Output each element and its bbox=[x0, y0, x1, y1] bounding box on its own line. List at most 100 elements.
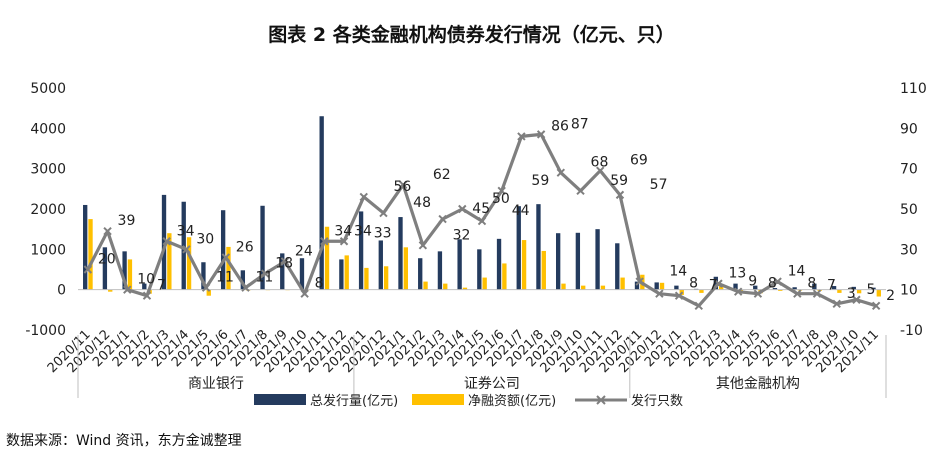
point-issue-count bbox=[655, 289, 664, 298]
left-axis-tick: -1000 bbox=[25, 323, 66, 339]
point-issue-count bbox=[576, 186, 585, 196]
point-issue-count bbox=[871, 301, 881, 311]
data-label-issue-count: 34 bbox=[334, 223, 352, 239]
bar-net-financing bbox=[856, 289, 862, 294]
left-axis-tick: 1000 bbox=[30, 242, 66, 258]
bar-total-issuance bbox=[122, 251, 127, 290]
data-label-issue-count: 8 bbox=[768, 276, 777, 292]
bar-net-financing bbox=[600, 285, 606, 290]
left-axis-tick: 0 bbox=[57, 283, 66, 299]
bar-net-financing bbox=[186, 237, 192, 290]
point-issue-count bbox=[733, 287, 743, 296]
point-issue-count bbox=[832, 299, 841, 308]
point-issue-count bbox=[162, 237, 171, 246]
bar-total-issuance bbox=[280, 253, 285, 290]
data-label-issue-count: 39 bbox=[118, 213, 136, 229]
point-issue-count bbox=[497, 186, 506, 196]
bar-total-issuance bbox=[871, 287, 876, 290]
data-label-issue-count: 62 bbox=[433, 167, 451, 183]
bar-total-issuance bbox=[339, 259, 344, 290]
point-issue-count bbox=[182, 245, 191, 254]
data-label-issue-count: 3 bbox=[847, 286, 856, 302]
data-label-issue-count: 7 bbox=[157, 278, 166, 294]
group-label: 其他金融机构 bbox=[716, 376, 800, 392]
legend-swatch-net-financing bbox=[412, 394, 464, 405]
data-label-issue-count: 14 bbox=[788, 264, 806, 280]
right-axis-tick: 10 bbox=[900, 283, 918, 299]
bar-net-financing bbox=[403, 247, 409, 290]
bar-total-issuance bbox=[555, 233, 561, 290]
bar-net-financing bbox=[324, 226, 330, 290]
bar-total-issuance bbox=[142, 283, 147, 290]
point-issue-count bbox=[615, 190, 625, 200]
point-issue-count bbox=[241, 283, 250, 292]
point-issue-count bbox=[753, 289, 763, 298]
point-issue-count bbox=[398, 180, 408, 190]
bar-total-issuance bbox=[753, 285, 758, 290]
data-label-issue-count: 48 bbox=[413, 195, 431, 211]
bar-net-financing bbox=[521, 240, 527, 290]
data-label-issue-count: 86 bbox=[551, 118, 569, 134]
bar-total-issuance bbox=[812, 283, 817, 290]
point-issue-count bbox=[812, 289, 822, 298]
data-label-issue-count: 18 bbox=[275, 256, 293, 272]
data-label-issue-count: 5 bbox=[866, 282, 875, 298]
point-issue-count bbox=[852, 295, 861, 304]
bar-net-financing bbox=[383, 266, 389, 290]
bar-total-issuance bbox=[437, 251, 443, 290]
bar-net-financing bbox=[127, 259, 133, 290]
bar-net-financing bbox=[364, 267, 369, 290]
bar-net-financing bbox=[699, 289, 704, 293]
data-label-issue-count: 44 bbox=[512, 203, 530, 219]
point-issue-count bbox=[261, 269, 270, 278]
data-label-issue-count: 32 bbox=[453, 227, 471, 243]
bar-total-issuance bbox=[536, 204, 541, 290]
bar-total-issuance bbox=[201, 262, 206, 290]
point-issue-count bbox=[793, 289, 802, 298]
bar-total-issuance bbox=[615, 243, 620, 290]
point-issue-count bbox=[596, 166, 605, 175]
data-label-issue-count: 20 bbox=[98, 252, 116, 268]
point-issue-count bbox=[635, 277, 644, 286]
bar-total-issuance bbox=[240, 270, 246, 290]
point-issue-count bbox=[103, 226, 112, 236]
bar-total-issuance bbox=[220, 210, 226, 290]
right-axis-tick: 30 bbox=[900, 242, 918, 258]
group-label: 商业银行 bbox=[188, 376, 244, 392]
data-label-issue-count: 11 bbox=[256, 270, 274, 286]
data-label-issue-count: 34 bbox=[177, 223, 195, 239]
data-label-issue-count: 57 bbox=[650, 177, 668, 193]
bar-total-issuance bbox=[516, 206, 521, 290]
bar-total-issuance bbox=[378, 240, 383, 290]
bar-net-financing bbox=[541, 250, 546, 290]
bar-net-financing bbox=[462, 287, 468, 290]
data-label-issue-count: 24 bbox=[295, 243, 313, 259]
bar-net-financing bbox=[718, 286, 724, 290]
bar-total-issuance bbox=[418, 258, 423, 290]
point-issue-count bbox=[773, 277, 782, 286]
bar-total-issuance bbox=[575, 232, 581, 290]
data-label-issue-count: 9 bbox=[748, 274, 757, 290]
bar-total-issuance bbox=[398, 217, 403, 290]
point-issue-count bbox=[142, 291, 152, 300]
bar-net-financing bbox=[226, 246, 231, 290]
bar-total-issuance bbox=[496, 238, 502, 290]
legend-swatch-total-issuance bbox=[254, 394, 306, 405]
bar-net-financing bbox=[778, 289, 783, 291]
data-label-issue-count: 14 bbox=[669, 264, 687, 280]
point-issue-count bbox=[517, 132, 526, 141]
point-issue-count bbox=[359, 192, 368, 202]
chart-title: 图表 2 各类金融机构债券发行情况（亿元、只） bbox=[268, 24, 675, 46]
left-axis-tick: 4000 bbox=[30, 121, 66, 137]
right-axis-tick: 70 bbox=[900, 162, 918, 178]
bar-total-issuance bbox=[319, 116, 324, 290]
point-issue-count bbox=[536, 130, 546, 139]
point-issue-count bbox=[418, 241, 428, 250]
point-issue-count bbox=[201, 283, 211, 292]
bar-total-issuance bbox=[457, 239, 462, 290]
data-label-issue-count: 26 bbox=[236, 239, 254, 255]
point-issue-count bbox=[714, 279, 723, 288]
point-issue-count bbox=[320, 237, 329, 246]
point-issue-count bbox=[556, 168, 566, 177]
bar-net-financing bbox=[561, 283, 566, 290]
